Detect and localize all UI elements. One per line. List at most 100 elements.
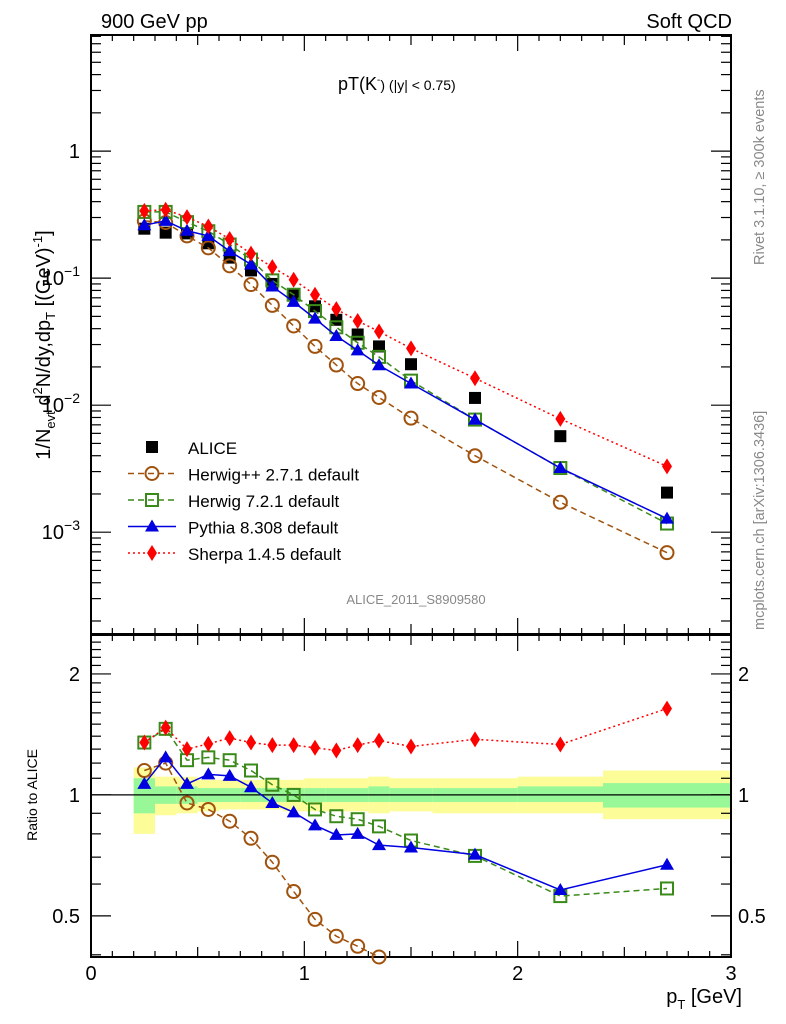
ratio-y-tick-label: 1 (69, 785, 80, 807)
ratio-point-herwig7 (222, 753, 237, 768)
ratio-line-herwig7 (143, 727, 668, 897)
legend-marker-herwigpp (144, 466, 160, 481)
main-point-sherpa (267, 259, 278, 276)
svg-text:1/Nevt d2N/dy,dpT [(GeV)-1]: 1/Nevt d2N/dy,dpT [(GeV)-1] (30, 230, 58, 459)
main-point-sherpa (555, 410, 566, 427)
main-point-sherpa (160, 201, 171, 218)
main-point-alice (373, 340, 385, 353)
ratio-point-herwig7 (372, 819, 386, 834)
main-point-alice (351, 328, 364, 341)
ratio-point-herwigpp (222, 813, 238, 829)
main-point-herwigpp (222, 258, 238, 274)
ratio-point-sherpa (310, 739, 320, 756)
main-point-pythia (404, 376, 418, 389)
main-point-sherpa (203, 218, 214, 235)
ratio-point-sherpa (224, 730, 235, 747)
main-series (136, 201, 675, 561)
main-point-sherpa (470, 370, 480, 387)
main-point-sherpa (406, 340, 416, 357)
main-point-herwigpp (328, 357, 344, 373)
main-point-herwigpp (403, 410, 419, 426)
ratio-point-sherpa (182, 741, 192, 758)
ratio-point-herwig7 (329, 809, 344, 824)
main-point-herwigpp (264, 297, 280, 313)
ratio-point-pythia (372, 838, 386, 851)
ratio-y-tick-label: 2 (69, 664, 80, 686)
ratio-point-sherpa (139, 734, 150, 751)
rivet-label: Rivet 3.1.10, ≥ 300k events (752, 89, 768, 265)
x-tick-label: 0 (85, 963, 96, 985)
ratio-point-pythia (265, 795, 280, 808)
main-point-herwigpp (467, 448, 483, 464)
ratio-line-pythia (143, 756, 668, 891)
main-point-pythia (286, 294, 301, 307)
ratio-point-sherpa (662, 700, 672, 717)
header-right: Soft QCD (646, 11, 732, 33)
main-point-alice (309, 300, 321, 313)
y-tick-label: 1 (69, 141, 80, 163)
main-point-pythia (308, 311, 322, 324)
ratio-point-pythia (201, 767, 216, 780)
main-point-herwigpp (307, 338, 323, 354)
ratio-point-herwig7 (244, 763, 258, 778)
ratio-point-herwigpp (264, 854, 280, 870)
ratio-point-herwigpp (286, 883, 302, 899)
main-point-pythia (553, 461, 568, 474)
main-point-alice (330, 313, 343, 326)
legend-marker-alice (146, 441, 158, 453)
x-tick-label: 3 (725, 963, 736, 985)
ratio-point-pythia (468, 847, 482, 860)
main-point-herwigpp (371, 389, 387, 405)
ratio-point-sherpa (374, 732, 384, 749)
y-tick-label: 10−2 (42, 390, 80, 417)
ratio-point-sherpa (246, 734, 256, 751)
plot-title-text: pT(K-) (|y| < 0.75) (338, 74, 456, 94)
ratio-y-tick-label-right: 0.5 (738, 906, 766, 928)
main-point-sherpa (246, 245, 256, 262)
main-point-herwigpp (243, 277, 259, 293)
main-point-alice (661, 486, 673, 499)
ratio-y-tick-label-right: 1 (738, 785, 749, 807)
ratio-point-pythia (553, 882, 568, 895)
main-point-pythia (244, 257, 258, 270)
main-point-herwigpp (286, 318, 302, 334)
ratio-point-sherpa (470, 731, 480, 748)
main-point-sherpa (139, 202, 150, 219)
legend-label-herwigpp: Herwig++ 2.7.1 default (188, 466, 359, 485)
legend-label-pythia: Pythia 8.308 default (188, 519, 339, 538)
legend-marker-herwig7 (145, 493, 159, 507)
ratio-point-pythia (350, 826, 365, 839)
main-line-herwigpp (144, 220, 668, 554)
ratio-y-axis-label: Ratio to ALICE (24, 749, 40, 841)
main-point-herwigpp (659, 545, 675, 561)
ratio-point-sherpa (288, 737, 299, 754)
x-axis-label: pT [GeV] (666, 986, 742, 1012)
ratio-line-sherpa (143, 707, 668, 752)
legend: ALICE Herwig++ 2.7.1 default Herwig 7.2.1 … (128, 439, 359, 564)
main-point-alice (469, 391, 481, 404)
legend-label-alice: ALICE (188, 439, 237, 458)
main-axes: 1 10−1 10−2 10−3 (42, 34, 732, 957)
analysis-id: ALICE_2011_S8909580 (346, 592, 485, 607)
ratio-point-herwig7 (660, 881, 674, 896)
header-left: 900 GeV pp (101, 11, 208, 33)
main-frame (90, 34, 732, 635)
y-tick-label: 10−3 (42, 517, 80, 544)
main-point-pythia (660, 511, 674, 524)
ratio-point-sherpa (331, 742, 342, 759)
main-point-pythia (201, 228, 216, 241)
ratio-point-herwigpp (243, 830, 259, 846)
ratio-point-pythia (222, 768, 237, 781)
main-point-pythia (158, 213, 173, 226)
ratio-frame (90, 634, 732, 958)
main-point-pythia (350, 343, 365, 356)
ratio-line-herwigpp (144, 762, 380, 958)
ratio-point-herwigpp (350, 938, 366, 954)
x-tick-label: 2 (512, 963, 523, 985)
legend-marker-sherpa (147, 545, 157, 561)
ratio-point-pythia (244, 780, 258, 793)
ratio-point-sherpa (406, 738, 416, 755)
ratio-point-sherpa (267, 737, 278, 754)
main-point-pythia (265, 279, 280, 292)
